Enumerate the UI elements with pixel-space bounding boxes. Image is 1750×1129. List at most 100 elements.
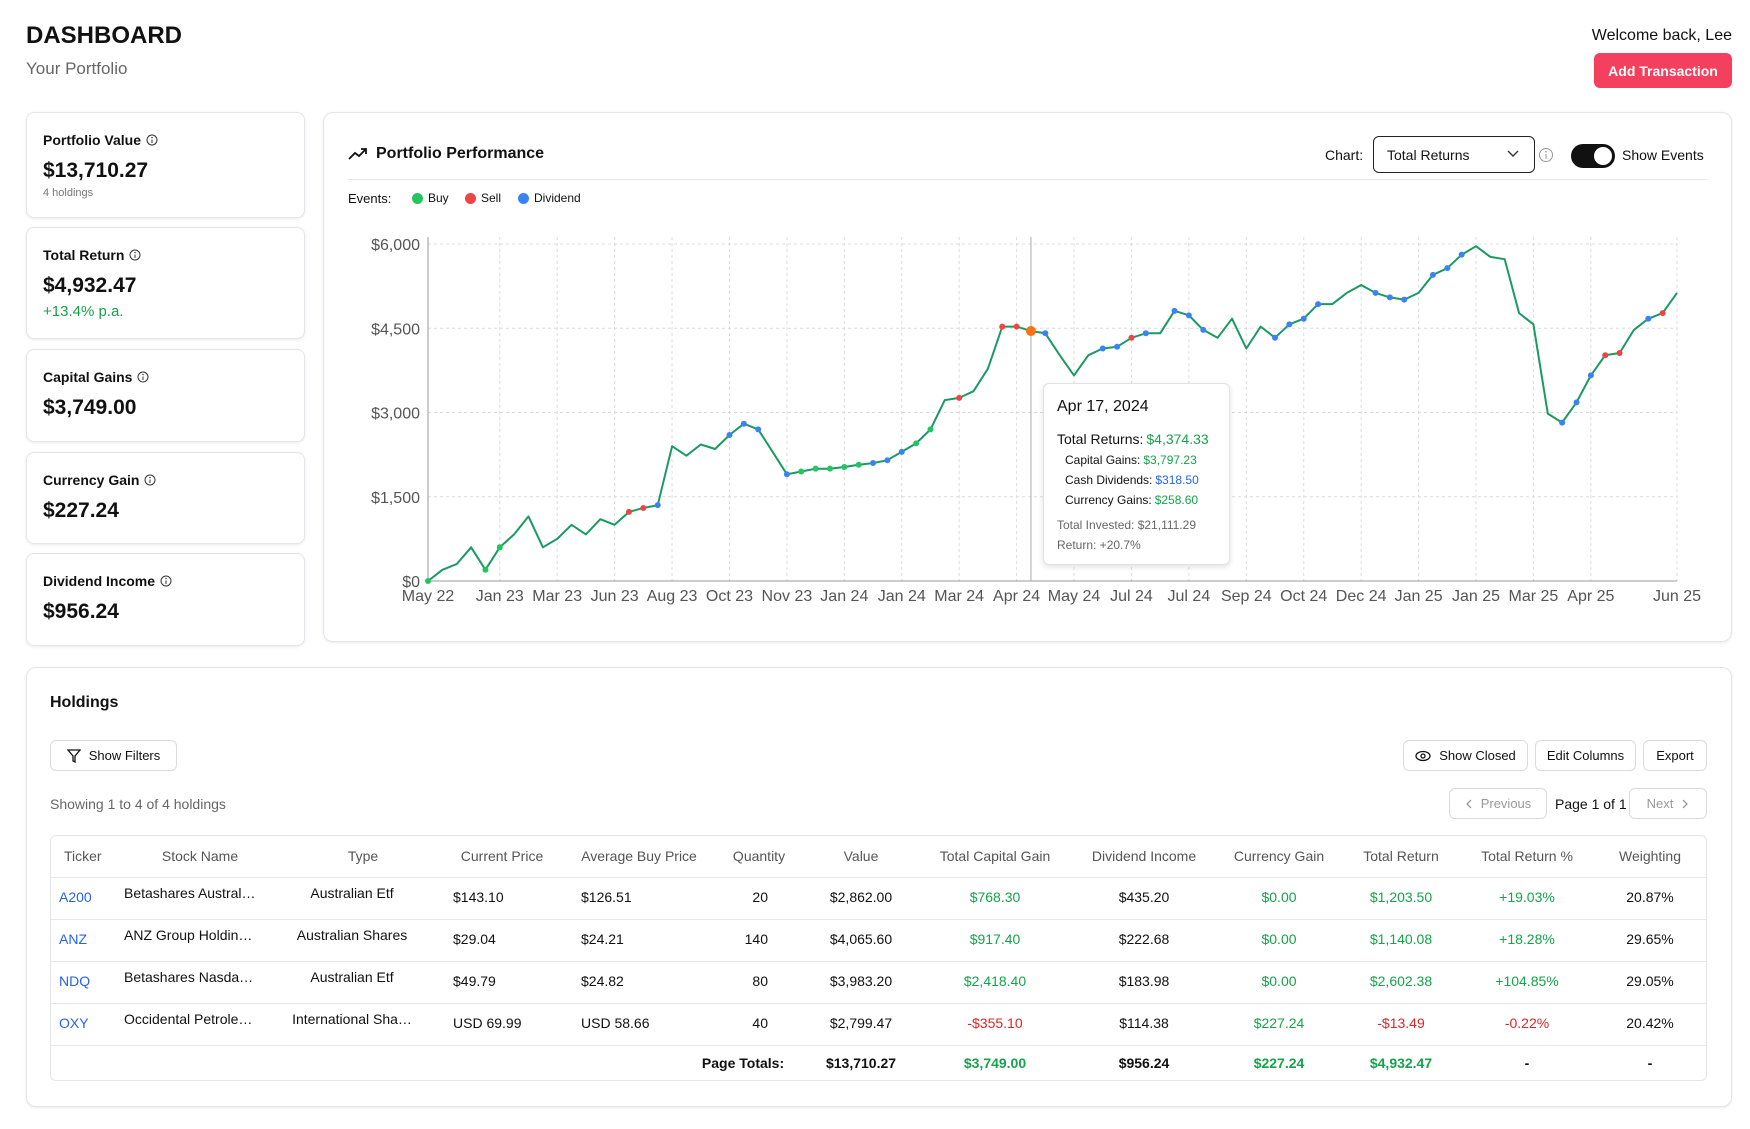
tooltip-row: Cash Dividends: $318.50 bbox=[1065, 473, 1199, 487]
column-header: Current Price bbox=[460, 848, 544, 864]
ticker-link[interactable]: OXY bbox=[59, 1015, 89, 1031]
legend-label: Dividend bbox=[534, 191, 581, 205]
tooltip-row: Capital Gains: $3,797.23 bbox=[1065, 453, 1197, 467]
welcome: Welcome back, Lee bbox=[1591, 27, 1732, 44]
summary-card: Dividend Income $956.24 bbox=[26, 553, 305, 646]
table-cell: -$13.49 bbox=[1377, 1015, 1425, 1031]
table-cell: ANZ Group Holdin… bbox=[124, 927, 253, 943]
table-cell: $4,065.60 bbox=[829, 931, 893, 947]
table-cell: USD 69.99 bbox=[453, 1015, 522, 1031]
holdings-panel bbox=[26, 667, 1732, 1107]
total-cell: $956.24 bbox=[1118, 1055, 1170, 1071]
info-circle bbox=[144, 474, 156, 486]
tooltip: Apr 17, 2024 Total Returns: $4,374.33 Capi… bbox=[1043, 383, 1230, 565]
total-cell: $3,749.00 bbox=[963, 1055, 1027, 1071]
info-circle bbox=[160, 575, 172, 587]
eye-icon bbox=[1415, 750, 1431, 761]
card-value: $13,710.27 bbox=[43, 159, 149, 182]
divider bbox=[348, 179, 1707, 180]
tooltip-value: $4,374.33 bbox=[1146, 431, 1209, 447]
table-cell: $227.24 bbox=[1253, 1015, 1305, 1031]
show-filters-label: Show Filters bbox=[88, 748, 161, 763]
table-cell: 29.65% bbox=[1626, 931, 1674, 947]
chart-select[interactable] bbox=[1373, 136, 1535, 173]
card-value: $4,932.47 bbox=[43, 274, 137, 297]
table-cell: 80 bbox=[752, 973, 768, 989]
summary-card: Total Return $4,932.47 +13.4% p.a. bbox=[26, 227, 305, 339]
card-label: Portfolio Value bbox=[43, 132, 158, 148]
total-cell: $4,932.47 bbox=[1369, 1055, 1433, 1071]
holdings-title: Holdings bbox=[50, 694, 119, 711]
ticker-link[interactable]: ANZ bbox=[59, 931, 87, 947]
export-button[interactable]: Export bbox=[1643, 740, 1707, 771]
previous-button[interactable]: Previous bbox=[1449, 788, 1547, 819]
row-divider bbox=[51, 919, 1706, 920]
events-toggle[interactable] bbox=[1571, 144, 1615, 168]
legend-item: Buy bbox=[412, 191, 449, 205]
info-icon[interactable] bbox=[1538, 147, 1554, 163]
info-icon[interactable] bbox=[144, 474, 156, 486]
info-icon[interactable] bbox=[129, 249, 141, 261]
info-icon[interactable] bbox=[146, 134, 158, 146]
table-cell: +18.28% bbox=[1499, 931, 1555, 947]
show-filters-button[interactable]: Show Filters bbox=[50, 740, 177, 771]
chart-select-value: Total Returns bbox=[1387, 147, 1470, 163]
tooltip-label: Cash Dividends: bbox=[1065, 473, 1153, 487]
total-cell: - bbox=[1524, 1055, 1530, 1071]
column-header: Ticker bbox=[64, 848, 102, 864]
edit-columns-button[interactable]: Edit Columns bbox=[1535, 740, 1636, 771]
tooltip-label: Total Returns: bbox=[1057, 431, 1144, 447]
column-header: Total Capital Gain bbox=[939, 848, 1051, 864]
ticker-link[interactable]: A200 bbox=[59, 889, 92, 905]
card-label-text: Portfolio Value bbox=[43, 132, 142, 148]
table-cell: 140 bbox=[744, 931, 768, 947]
table-cell: 20 bbox=[752, 889, 768, 905]
table-cell: $917.40 bbox=[969, 931, 1021, 947]
table-cell: $768.30 bbox=[969, 889, 1021, 905]
table-cell: $24.21 bbox=[581, 931, 624, 947]
info-circle bbox=[137, 371, 149, 383]
page-subtitle: Your Portfolio bbox=[26, 59, 128, 78]
summary-card: Currency Gain $227.24 bbox=[26, 452, 305, 544]
select-chevron bbox=[1507, 150, 1519, 157]
column-header: Stock Name bbox=[161, 848, 239, 864]
info-dot bbox=[149, 476, 152, 479]
chevron-left bbox=[1465, 799, 1472, 808]
card-value: $3,749.00 bbox=[43, 396, 137, 419]
info-icon[interactable] bbox=[160, 575, 172, 587]
table-cell: $143.10 bbox=[453, 889, 504, 905]
table-cell: Australian Shares bbox=[296, 927, 408, 943]
holdings-table bbox=[50, 835, 1707, 1081]
page-indicator: Page 1 of 1 bbox=[1555, 796, 1627, 812]
table-cell: $183.98 bbox=[1118, 973, 1170, 989]
table-cell: Betashares Nasda… bbox=[124, 969, 254, 985]
tooltip-row: Currency Gains: $258.60 bbox=[1065, 493, 1198, 507]
toggle-label: Show Events bbox=[1622, 147, 1704, 163]
events-label: Events: bbox=[348, 191, 392, 206]
legend-label: Sell bbox=[481, 191, 502, 205]
next-button[interactable]: Next bbox=[1629, 788, 1707, 819]
table-cell: $0.00 bbox=[1261, 889, 1297, 905]
tooltip-row: Total Returns: $4,374.33 bbox=[1057, 431, 1209, 447]
column-header: Average Buy Price bbox=[581, 848, 697, 864]
page-title: DASHBOARD bbox=[26, 22, 182, 49]
add-transaction-button[interactable]: Add Transaction bbox=[1594, 53, 1732, 88]
table-cell: $29.04 bbox=[453, 931, 496, 947]
ticker-link[interactable]: NDQ bbox=[59, 973, 91, 989]
summary-card: Capital Gains $3,749.00 bbox=[26, 349, 305, 442]
legend-item: Sell bbox=[465, 191, 501, 205]
card-label: Capital Gains bbox=[43, 369, 149, 385]
row-divider bbox=[51, 1003, 1706, 1004]
row-divider bbox=[51, 877, 1706, 878]
show-closed-button[interactable]: Show Closed bbox=[1403, 740, 1528, 771]
table-cell: $24.82 bbox=[581, 973, 624, 989]
column-header: Currency Gain bbox=[1233, 848, 1325, 864]
table-cell: $435.20 bbox=[1118, 889, 1170, 905]
total-cell: - bbox=[1647, 1055, 1653, 1071]
table-cell: $2,418.40 bbox=[963, 973, 1027, 989]
table-cell: $126.51 bbox=[581, 889, 632, 905]
info-icon[interactable] bbox=[137, 371, 149, 383]
showing-text: Showing 1 to 4 of 4 holdings bbox=[50, 796, 226, 812]
legend-swatch bbox=[465, 192, 476, 204]
